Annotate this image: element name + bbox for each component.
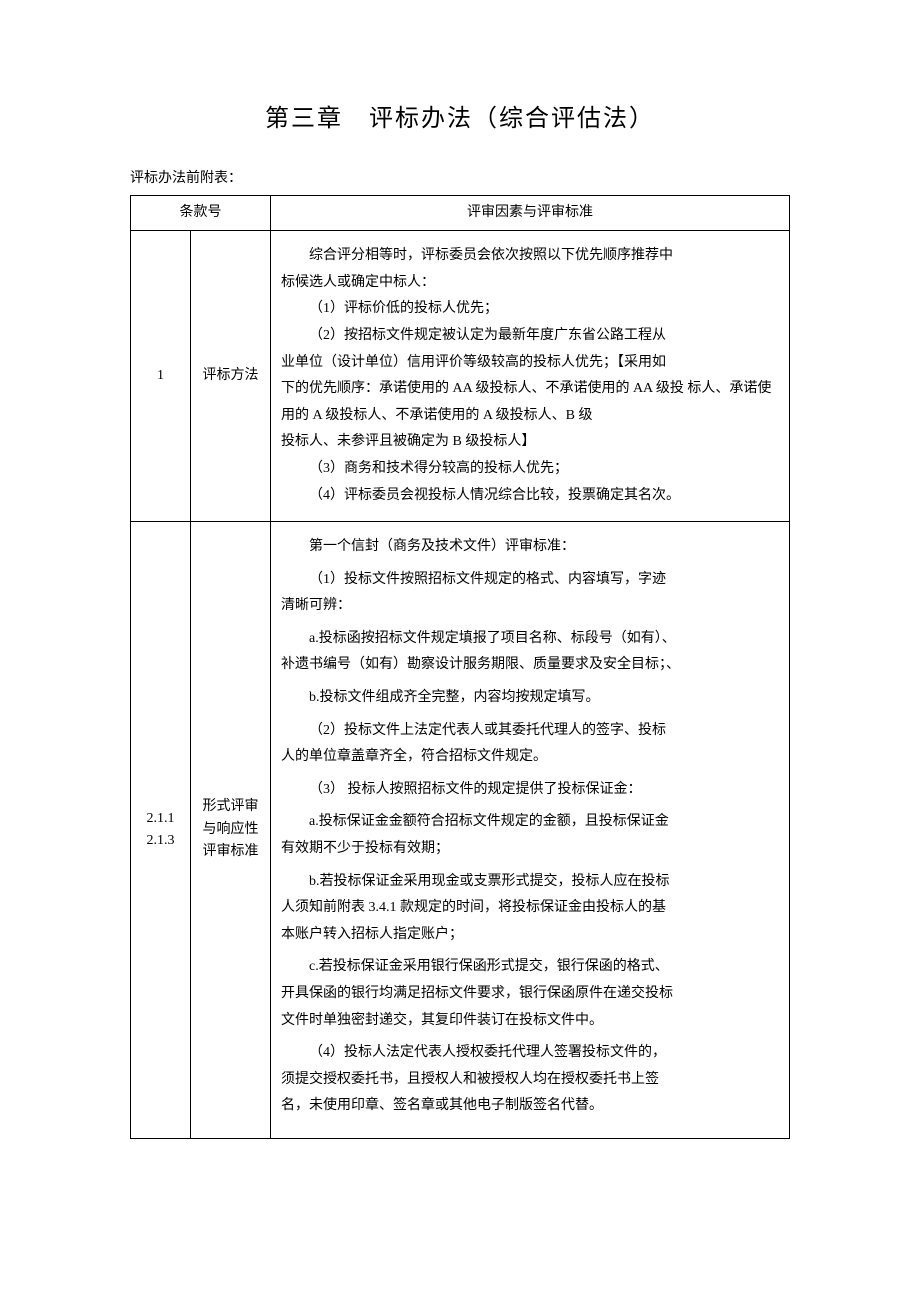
text-line: 本账户转入招标人指定账户； bbox=[281, 922, 779, 949]
text-line: a.投标保证金金额符合招标文件规定的金额，且投标保证金 bbox=[281, 809, 779, 836]
row1-content: 综合评分相等时，评标委员会依次按照以下优先顺序推荐中 标候选人或确定中标人： （… bbox=[271, 231, 790, 522]
text-line: a.投标函按招标文件规定填报了项目名称、标段号（如有）、 bbox=[281, 626, 779, 653]
row2-method: 形式评审与响应性评审标准 bbox=[191, 522, 271, 1139]
text-line: （1）投标文件按照招标文件规定的格式、内容填写，字迹 bbox=[281, 567, 779, 594]
text-line: （4）评标委员会视投标人情况综合比较，投票确定其名次。 bbox=[281, 483, 779, 510]
text-line: b.投标文件组成齐全完整，内容均按规定填写。 bbox=[281, 685, 779, 712]
text-line: （3） 投标人按照招标文件的规定提供了投标保证金： bbox=[281, 777, 779, 804]
row2-num2: 2.1.3 bbox=[141, 830, 180, 852]
row2-content: 第一个信封（商务及技术文件）评审标准： （1）投标文件按照招标文件规定的格式、内… bbox=[271, 522, 790, 1139]
row1-method: 评标方法 bbox=[191, 231, 271, 522]
table-row: 1 评标方法 综合评分相等时，评标委员会依次按照以下优先顺序推荐中 标候选人或确… bbox=[131, 231, 790, 522]
header-col2: 评审因素与评审标准 bbox=[271, 195, 790, 230]
text-line: 标候选人或确定中标人： bbox=[281, 270, 779, 297]
row2-num: 2.1.1 2.1.3 bbox=[131, 522, 191, 1139]
table-subtitle: 评标办法前附表： bbox=[130, 168, 790, 190]
text-line: 下的优先顺序：承诺使用的 AA 级投标人、不承诺使用的 AA 级投 标人、承诺使… bbox=[281, 376, 779, 429]
text-line: 有效期不少于投标有效期； bbox=[281, 836, 779, 863]
text-line: b.若投标保证金采用现金或支票形式提交，投标人应在投标 bbox=[281, 869, 779, 896]
table-row: 2.1.1 2.1.3 形式评审与响应性评审标准 第一个信封（商务及技术文件）评… bbox=[131, 522, 790, 1139]
chapter-title: 第三章 评标办法（综合评估法） bbox=[130, 100, 790, 138]
text-line: 人须知前附表 3.4.1 款规定的时间，将投标保证金由投标人的基 bbox=[281, 895, 779, 922]
text-line: （1）评标价低的投标人优先； bbox=[281, 296, 779, 323]
text-line: （2）投标文件上法定代表人或其委托代理人的签字、投标 bbox=[281, 718, 779, 745]
row1-num: 1 bbox=[131, 231, 191, 522]
text-line: 须提交授权委托书，且授权人和被授权人均在授权委托书上签 bbox=[281, 1067, 779, 1094]
text-line: （3）商务和技术得分较高的投标人优先； bbox=[281, 456, 779, 483]
header-row: 条款号 评审因素与评审标准 bbox=[131, 195, 790, 230]
text-line: 综合评分相等时，评标委员会依次按照以下优先顺序推荐中 bbox=[281, 243, 779, 270]
text-line: 投标人、未参评且被确定为 B 级投标人】 bbox=[281, 429, 779, 456]
text-line: （2）按招标文件规定被认定为最新年度广东省公路工程从 bbox=[281, 323, 779, 350]
text-line: （4）投标人法定代表人授权委托代理人签署投标文件的， bbox=[281, 1040, 779, 1067]
evaluation-table: 条款号 评审因素与评审标准 1 评标方法 综合评分相等时，评标委员会依次按照以下… bbox=[130, 195, 790, 1139]
text-line: c.若投标保证金采用银行保函形式提交，银行保函的格式、 bbox=[281, 954, 779, 981]
text-line: 文件时单独密封递交，其复印件装订在投标文件中。 bbox=[281, 1008, 779, 1035]
text-line: 名，未使用印章、签名章或其他电子制版签名代替。 bbox=[281, 1093, 779, 1120]
text-line: 开具保函的银行均满足招标文件要求，银行保函原件在递交投标 bbox=[281, 981, 779, 1008]
text-line: 清晰可辨： bbox=[281, 593, 779, 620]
text-line: 业单位（设计单位）信用评价等级较高的投标人优先；【采用如 bbox=[281, 350, 779, 377]
text-line: 第一个信封（商务及技术文件）评审标准： bbox=[281, 534, 779, 561]
header-col1: 条款号 bbox=[131, 195, 271, 230]
row2-num1: 2.1.1 bbox=[141, 808, 180, 830]
text-line: 补遗书编号（如有）勘察设计服务期限、质量要求及安全目标；、 bbox=[281, 652, 779, 679]
text-line: 人的单位章盖章齐全，符合招标文件规定。 bbox=[281, 744, 779, 771]
